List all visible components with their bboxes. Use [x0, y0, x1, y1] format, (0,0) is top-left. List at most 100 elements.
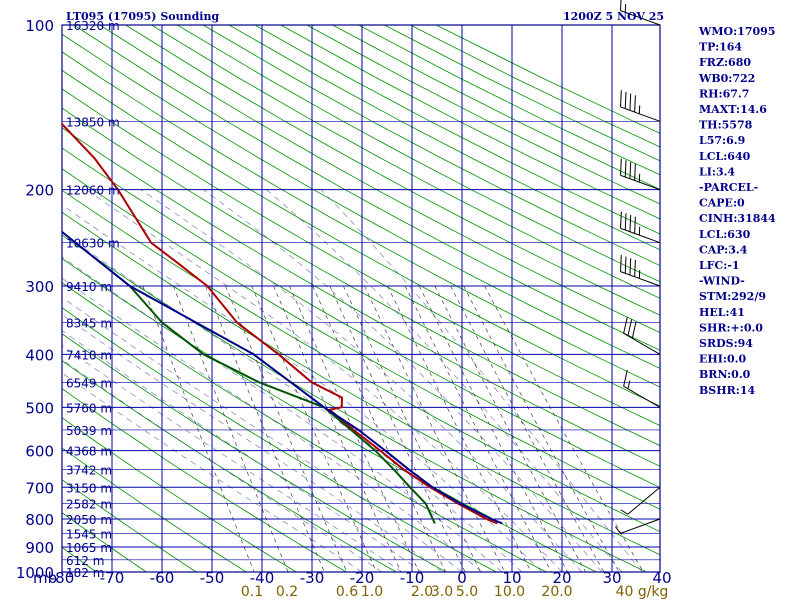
pressure-tick-label: 700: [25, 479, 54, 497]
pressure-axis-labels: 100 200 300 400 500 600 700 800 900 1000: [16, 17, 54, 582]
stat-line: CAP:3.4: [699, 243, 748, 256]
wind-barb: [623, 369, 661, 408]
height-label: 2582 m: [66, 498, 112, 512]
pressure-tick-label: 800: [25, 511, 54, 529]
stat-line: HEL:41: [699, 306, 745, 319]
pressure-tick-label: 500: [25, 399, 54, 417]
stat-line: CINH:31844: [699, 212, 776, 225]
dry-adiabat-line: [62, 33, 660, 369]
height-label: 5039 m: [66, 424, 112, 438]
mixing-ratio-label: 3.0: [431, 584, 453, 600]
mixing-ratio-label: 0.1: [241, 584, 263, 600]
pressure-unit-label: mb: [33, 569, 57, 587]
moist-adiabat-line: [266, 189, 623, 572]
height-label: 6549 m: [66, 376, 112, 390]
height-label: 612 m: [66, 554, 104, 568]
mixing-ratio-labels: 0.1 0.2 0.6 1.0 2.03.0 5.0 10.0 20.0 40 g/kg: [241, 584, 669, 600]
height-label: 5760 m: [66, 401, 112, 415]
mixing-ratio-label: 40 g/kg: [616, 584, 669, 600]
stat-line: LCL:640: [699, 150, 751, 163]
dry-adiabat-line: [62, 69, 660, 407]
height-label: 4368 m: [66, 445, 112, 459]
parcel-profile: [62, 230, 503, 525]
stat-line: SRDS:94: [699, 337, 753, 350]
stat-line: MAXT:14.6: [699, 103, 767, 116]
height-label: 2050 m: [66, 513, 112, 527]
wind-barbs: [615, 0, 661, 534]
temperature-tick-label: -80: [50, 569, 75, 587]
height-label: 10630 m: [66, 237, 120, 251]
stat-line: BRN:0.0: [699, 368, 751, 381]
mixing-ratio-line: [450, 285, 605, 572]
moist-adiabat-line: [203, 189, 603, 572]
stat-line: FRZ:680: [699, 56, 751, 69]
moist-adiabat-line: [86, 189, 563, 572]
dry-adiabat-line: [62, 88, 660, 427]
pressure-tick-label: 300: [25, 278, 54, 296]
dry-adiabat-line: [99, 25, 660, 334]
temperature-tick-label: -30: [300, 569, 325, 587]
wind-barb: [620, 254, 661, 287]
moist-adiabat-line: [62, 296, 463, 572]
height-label: 12060 m: [66, 184, 120, 198]
mixing-ratio-label: 5.0: [456, 584, 478, 600]
stat-line: EHI:0.0: [699, 353, 746, 366]
pressure-tick-label: 900: [25, 539, 54, 557]
stat-line: -WIND-: [699, 275, 745, 288]
mixing-ratio-line: [205, 285, 325, 572]
wind-barb: [620, 158, 661, 191]
stat-line: RH:67.7: [699, 87, 749, 100]
station-title: LT095 (17095) Sounding: [66, 10, 219, 23]
height-label: 3150 m: [66, 481, 112, 495]
temperature-tick-label: 10: [502, 569, 521, 587]
mixing-ratio-line: [172, 285, 289, 572]
moist-adiabat-line: [62, 277, 483, 572]
mixing-ratio-line: [142, 285, 255, 572]
temperature-tick-label: -50: [200, 569, 225, 587]
isotherms: [111, 25, 613, 572]
moist-adiabat-line: [62, 372, 363, 572]
height-label: 9410 m: [66, 280, 112, 294]
mixing-ratio-line: [387, 285, 532, 572]
mixing-ratio-line: [312, 285, 446, 572]
wind-barb: [620, 486, 661, 515]
height-label: 7410 m: [66, 348, 112, 362]
temperature-tick-label: -20: [350, 569, 375, 587]
dry-adiabat-line: [62, 127, 660, 467]
dry-adiabat-line: [62, 168, 660, 510]
moist-adiabat-line: [62, 256, 503, 572]
wind-barb: [620, 211, 661, 244]
mixing-ratio-label: 20.0: [541, 584, 572, 600]
height-labels: 16320 m 13850 m 12060 m 10630 m 9410 m 8345 m…: [66, 19, 120, 580]
wind-barb: [620, 0, 661, 26]
temperature-tick-label: 40: [652, 569, 671, 587]
temperature-axis-labels: -80 -70 -60 -50 -40 -30 -20 -10 0 10 20 30 40: [50, 569, 672, 587]
stat-line: LFC:-1: [699, 259, 740, 272]
sounding-profiles: [62, 122, 503, 525]
stat-line: CAPE:0: [699, 197, 745, 210]
mixing-ratio-label: 2.0: [411, 584, 433, 600]
pressure-tick-label: 600: [25, 443, 54, 461]
height-label: 3742 m: [66, 464, 112, 478]
dry-adiabat-line: [62, 147, 660, 488]
dewpoint-profile: [129, 285, 436, 524]
dry-adiabat-line: [62, 51, 660, 388]
wind-barb: [620, 90, 661, 122]
wind-barb: [623, 316, 661, 355]
stat-line: -PARCEL-: [699, 181, 758, 194]
temperature-tick-label: -70: [100, 569, 125, 587]
temperature-profile: [62, 122, 498, 525]
pressure-tick-label: 100: [25, 17, 54, 35]
stat-line: LI:3.4: [699, 165, 735, 178]
valid-time: 1200Z 5 NOV 25: [563, 10, 664, 23]
mixing-ratio-line: [404, 285, 552, 572]
height-label: 16320 m: [66, 19, 120, 33]
pressure-tick-label: 1000: [16, 564, 54, 582]
dry-adiabat-line: [62, 107, 660, 447]
pressure-tick-label: 200: [25, 182, 54, 200]
mixing-ratio-line: [418, 285, 569, 572]
wind-barb: [615, 518, 661, 534]
temperature-tick-label: 30: [602, 569, 621, 587]
